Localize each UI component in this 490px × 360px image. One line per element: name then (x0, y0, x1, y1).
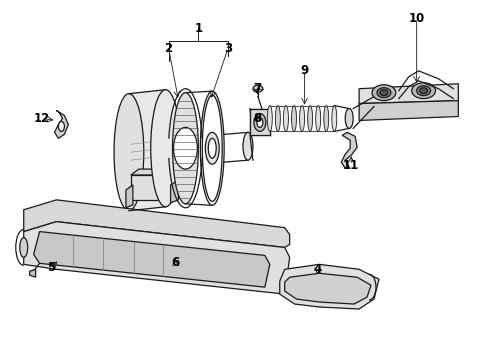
Ellipse shape (299, 105, 305, 131)
Ellipse shape (200, 91, 224, 205)
Ellipse shape (275, 105, 280, 131)
Ellipse shape (316, 105, 320, 131)
Polygon shape (250, 109, 270, 135)
Ellipse shape (412, 83, 436, 99)
Polygon shape (171, 169, 178, 200)
Text: 10: 10 (409, 12, 425, 25)
Polygon shape (24, 200, 290, 247)
Ellipse shape (308, 105, 313, 131)
Polygon shape (280, 264, 379, 309)
Text: 6: 6 (172, 256, 180, 269)
Ellipse shape (208, 138, 216, 158)
Polygon shape (129, 90, 166, 211)
Ellipse shape (377, 88, 391, 98)
Text: 1: 1 (195, 22, 202, 35)
Ellipse shape (292, 105, 296, 131)
Ellipse shape (151, 90, 180, 207)
Text: 5: 5 (48, 261, 56, 274)
Ellipse shape (416, 86, 431, 96)
Ellipse shape (380, 90, 388, 96)
Polygon shape (359, 84, 458, 104)
Polygon shape (24, 222, 290, 294)
Ellipse shape (205, 132, 219, 164)
Ellipse shape (202, 95, 222, 201)
Polygon shape (341, 132, 357, 168)
Ellipse shape (257, 117, 263, 127)
Text: 3: 3 (224, 41, 232, 54)
Polygon shape (54, 111, 69, 138)
Polygon shape (30, 269, 36, 277)
Ellipse shape (268, 105, 272, 131)
Text: 7: 7 (253, 82, 261, 95)
Ellipse shape (345, 109, 353, 129)
Ellipse shape (173, 127, 197, 169)
Text: 12: 12 (33, 112, 49, 125)
Ellipse shape (372, 85, 396, 100)
Polygon shape (285, 273, 371, 304)
Polygon shape (34, 231, 270, 287)
Text: 4: 4 (313, 263, 321, 276)
Polygon shape (359, 100, 458, 121)
Ellipse shape (332, 105, 337, 131)
Polygon shape (126, 185, 133, 208)
Ellipse shape (324, 105, 329, 131)
Ellipse shape (253, 85, 263, 92)
Ellipse shape (419, 88, 428, 94)
Ellipse shape (114, 94, 144, 211)
Ellipse shape (254, 113, 266, 131)
Ellipse shape (283, 105, 289, 131)
Polygon shape (171, 180, 178, 203)
Ellipse shape (20, 238, 28, 257)
Polygon shape (131, 169, 178, 175)
Text: 8: 8 (253, 112, 261, 125)
Ellipse shape (58, 121, 64, 131)
Text: 9: 9 (300, 64, 309, 77)
Text: 11: 11 (343, 159, 359, 172)
Text: 2: 2 (165, 41, 172, 54)
Polygon shape (131, 175, 171, 200)
Ellipse shape (243, 132, 253, 160)
Ellipse shape (172, 93, 198, 204)
